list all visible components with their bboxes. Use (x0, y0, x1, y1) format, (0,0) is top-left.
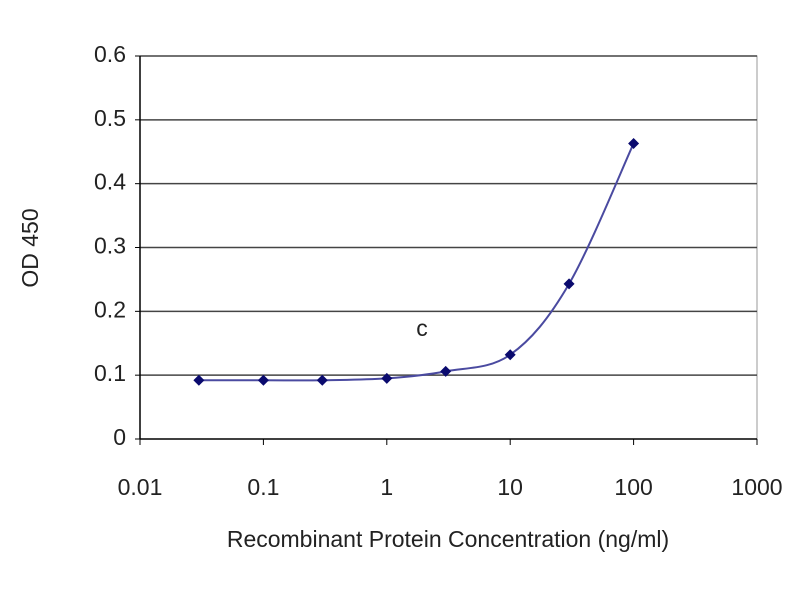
y-tick-label: 0.2 (94, 296, 126, 322)
x-axis-label: Recombinant Protein Concentration (ng/ml… (227, 526, 669, 552)
x-tick-label: 0.1 (247, 474, 279, 500)
annotation: c (416, 315, 428, 341)
data-point (257, 374, 269, 386)
data-point (504, 349, 516, 361)
y-tick-label: 0.1 (94, 360, 126, 386)
data-point (316, 374, 328, 386)
y-tick-label: 0 (113, 424, 126, 450)
x-tick-label: 1 (380, 474, 393, 500)
data-point (381, 372, 393, 384)
x-tick-label: 1000 (731, 474, 782, 500)
x-tick-label: 100 (614, 474, 652, 500)
y-tick-label: 0.3 (94, 233, 126, 259)
data-point (628, 137, 640, 149)
y-tick-label: 0.6 (94, 41, 126, 67)
x-tick-label: 0.01 (118, 474, 163, 500)
data-point (193, 374, 205, 386)
y-tick-label: 0.5 (94, 105, 126, 131)
fit-curve (198, 143, 635, 382)
x-tick-label: 10 (497, 474, 523, 500)
data-point (563, 278, 575, 290)
y-tick-label: 0.4 (94, 169, 126, 195)
y-axis-label: OD 450 (17, 208, 43, 287)
data-point (440, 365, 452, 377)
